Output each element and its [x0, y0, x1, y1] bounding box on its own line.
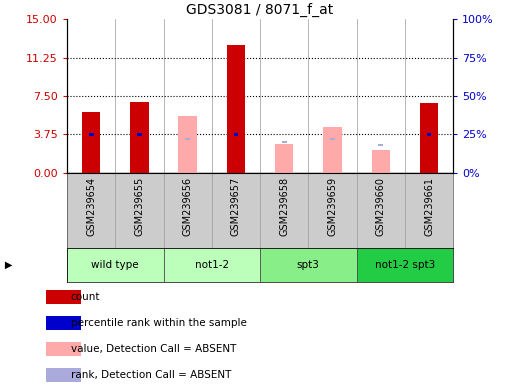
Bar	[46, 316, 81, 330]
Bar	[233, 133, 238, 136]
Text: GSM239654: GSM239654	[86, 177, 96, 236]
Bar	[372, 150, 390, 173]
Text: genotype/variation  ▶: genotype/variation ▶	[0, 260, 13, 270]
Bar	[179, 116, 197, 173]
Bar	[323, 127, 341, 173]
Bar	[137, 133, 142, 136]
Bar	[46, 290, 81, 304]
Text: GSM239658: GSM239658	[279, 177, 289, 236]
Bar	[275, 144, 294, 173]
Text: GSM239657: GSM239657	[231, 177, 241, 236]
Text: GSM239660: GSM239660	[376, 177, 386, 235]
Bar	[426, 133, 432, 136]
Bar	[82, 113, 100, 173]
Text: not1-2 spt3: not1-2 spt3	[375, 260, 435, 270]
Bar	[356, 248, 453, 282]
Bar	[330, 138, 335, 140]
Text: GSM239661: GSM239661	[424, 177, 434, 235]
Bar	[420, 103, 438, 173]
Bar	[67, 248, 163, 282]
Bar	[163, 248, 260, 282]
Text: GSM239656: GSM239656	[183, 177, 193, 236]
Bar	[89, 133, 94, 136]
Text: wild type: wild type	[92, 260, 139, 270]
Text: rank, Detection Call = ABSENT: rank, Detection Call = ABSENT	[71, 370, 231, 380]
Bar	[260, 248, 356, 282]
Text: percentile rank within the sample: percentile rank within the sample	[71, 318, 247, 328]
Text: GSM239659: GSM239659	[328, 177, 337, 236]
Bar	[46, 342, 81, 356]
Bar	[379, 144, 383, 146]
Bar	[227, 45, 245, 173]
Text: value, Detection Call = ABSENT: value, Detection Call = ABSENT	[71, 344, 236, 354]
Title: GDS3081 / 8071_f_at: GDS3081 / 8071_f_at	[186, 3, 334, 17]
Text: count: count	[71, 292, 100, 302]
Bar	[282, 141, 287, 143]
Bar	[130, 102, 148, 173]
Bar	[46, 368, 81, 382]
Text: spt3: spt3	[297, 260, 320, 270]
Text: not1-2: not1-2	[195, 260, 229, 270]
Text: GSM239655: GSM239655	[134, 177, 144, 236]
Bar	[185, 138, 190, 140]
